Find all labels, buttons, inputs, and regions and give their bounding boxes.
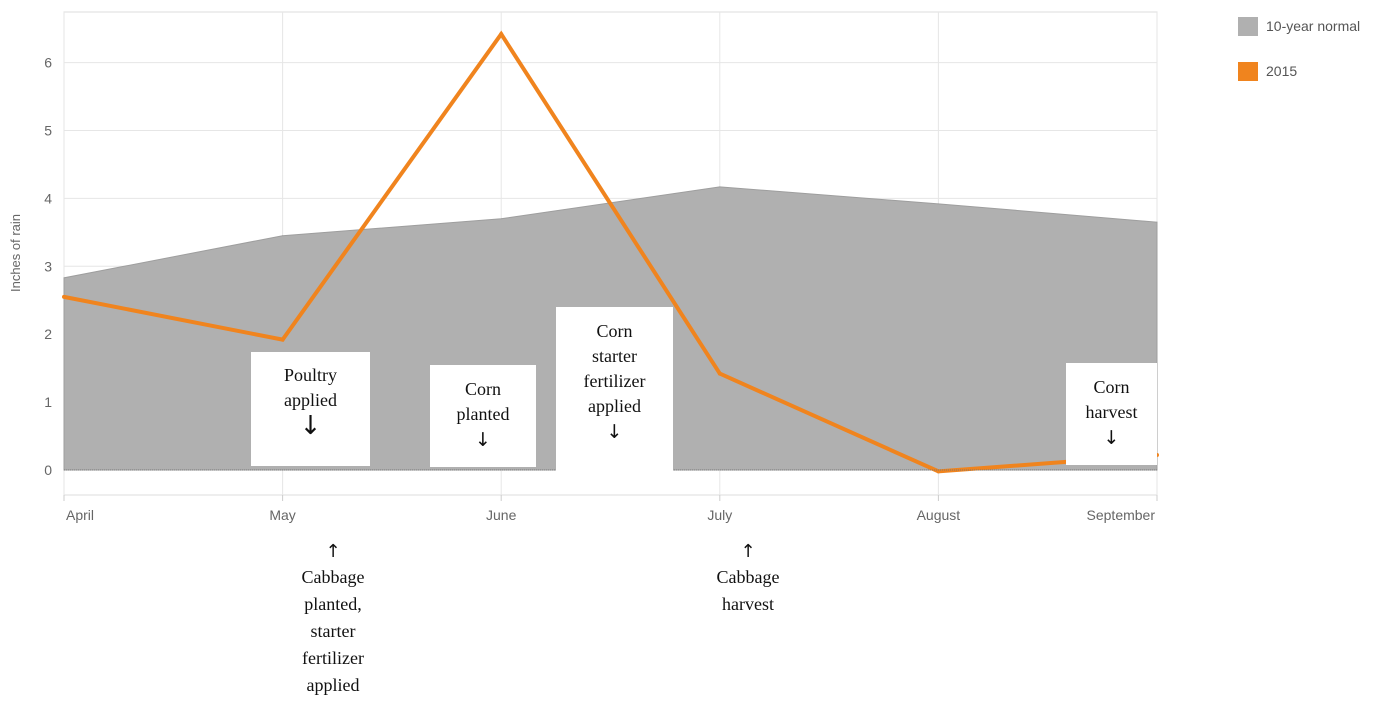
annotation-poultry-applied: Poultry applied ↓ [251,352,370,466]
arrow-down-icon: ↓ [299,411,322,441]
annotation-text-line: applied [306,675,360,695]
line-point [499,32,504,37]
y-tick-label: 2 [44,326,52,342]
line-point [280,337,285,342]
annotation-text-line: fertilizer [302,648,364,668]
area-point [937,203,939,205]
annotation-text-line: applied [588,396,641,416]
arrow-down-icon: ↓ [475,429,491,451]
y-axis-title: Inches of rain [8,214,23,292]
annotation-cabbage-harvest: ↑ Cabbage harvest [692,540,804,618]
arrow-down-icon: ↓ [1103,427,1120,449]
line-point [62,294,66,299]
annotation-text-line: planted [456,404,510,424]
annotation-text-line: planted, [304,594,362,614]
annotation-text-line: Cabbage [301,567,365,587]
annotation-text-line: applied [284,390,337,410]
annotation-text-line: Corn [465,379,501,399]
legend-label: 10-year normal [1266,18,1360,34]
annotation-text-line: Corn [596,321,633,341]
area-point [282,235,284,237]
legend-label: 2015 [1266,63,1297,79]
annotation-corn-planted: Corn planted ↓ [430,365,536,467]
x-tick-label: May [269,507,295,523]
annotation-text-line: harvest [722,594,774,614]
annotation-cabbage-planted: ↑ Cabbage planted, starter fertilizer ap… [277,540,389,699]
x-tick-label: June [486,507,517,523]
area-point [63,277,65,279]
area-point [1156,221,1158,223]
line-series-2015 [63,30,1158,474]
legend-swatch [1238,17,1258,36]
annotation-text-line: Corn [1093,377,1130,397]
annotation-text-line: Poultry [283,365,337,385]
annotation-text-line: fertilizer [583,371,646,391]
area-point [500,218,502,220]
arrow-up-icon: ↑ [325,541,341,562]
y-tick-label: 3 [44,258,52,274]
annotation-text-line: Cabbage [716,567,780,587]
y-tick-label: 5 [44,123,52,139]
arrow-up-icon: ↑ [740,541,756,562]
x-tick-label: August [917,507,961,523]
area-point [719,186,721,188]
arrow-down-icon: ↓ [606,421,623,443]
annotation-text-line: harvest [1085,402,1138,422]
annotation-text-line: starter [310,621,356,641]
line-point [717,371,722,376]
annotation-text-line: starter [592,346,637,366]
annotation-corn-starter-fertilizer: Corn starter fertilizer applied ↓ [556,307,673,472]
x-tick-label: July [707,507,732,523]
line-point [936,469,941,474]
y-tick-label: 6 [44,55,52,71]
x-tick-label: September [1087,507,1156,523]
y-tick-label: 4 [44,190,52,206]
x-tick-label: April [66,507,94,523]
annotation-corn-harvest: Corn harvest ↓ [1066,363,1157,465]
y-tick-label: 0 [44,462,52,478]
legend-swatch [1238,62,1258,81]
y-tick-label: 1 [44,394,52,410]
